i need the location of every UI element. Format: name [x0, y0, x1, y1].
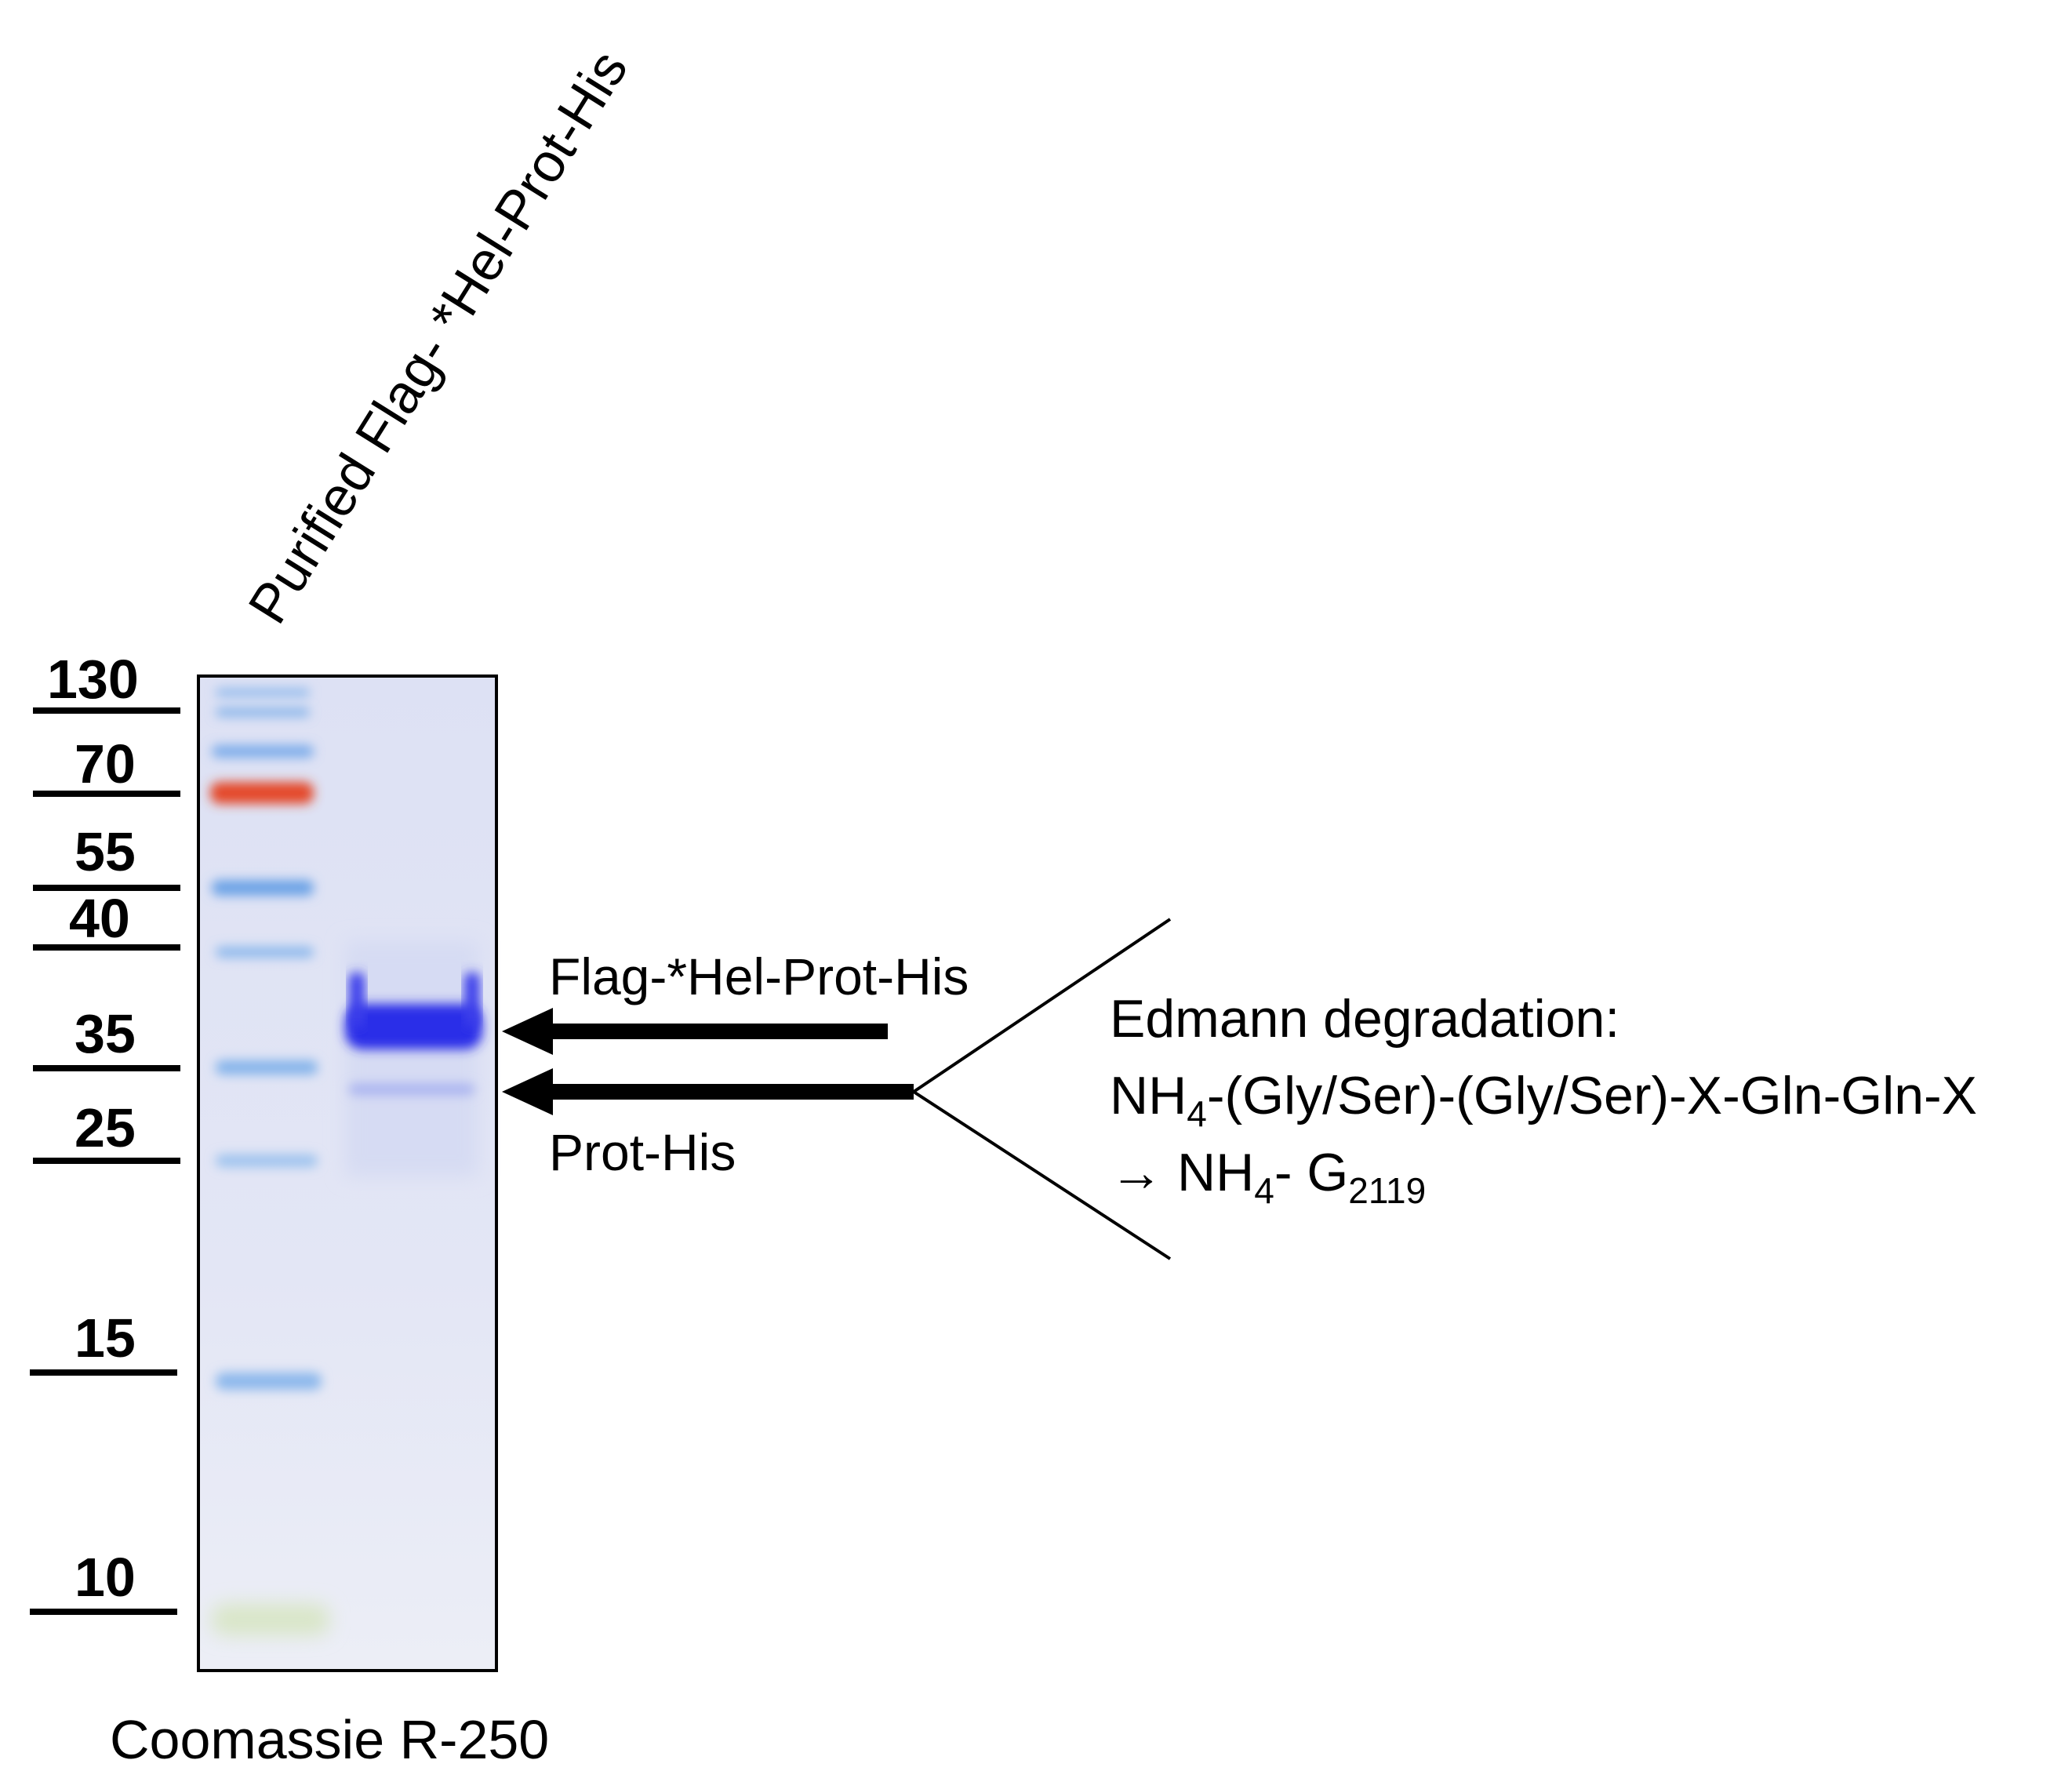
- ladder-band-15: [216, 1373, 322, 1390]
- lower-band-label: Prot-His: [549, 1123, 736, 1181]
- marker-label: 70: [75, 733, 136, 795]
- ladder-lane: [210, 689, 329, 1635]
- edman-arrow: →: [1110, 1143, 1163, 1202]
- sample-band-lower: [349, 1084, 474, 1095]
- sample-band-main: [345, 1004, 482, 1049]
- edman-seq-prefix: NH: [1110, 1066, 1187, 1125]
- sample-lane-smear: [345, 941, 478, 1176]
- marker-label: 15: [75, 1307, 136, 1369]
- stain-label: Coomassie R-250: [110, 1709, 549, 1770]
- edman-sequence: NH4-(Gly/Ser)-(Gly/Ser)-X-Gln-Gln-X: [1110, 1066, 1977, 1134]
- ladder-band-10: [212, 1604, 329, 1635]
- upper-arrow-head: [502, 1008, 553, 1055]
- ladder-band-35: [216, 1060, 318, 1074]
- edman-result: Edmann degradation: NH4-(Gly/Ser)-(Gly/S…: [1110, 989, 1977, 1211]
- edman-seq-subscript: 4: [1187, 1093, 1207, 1134]
- marker-label: 40: [69, 888, 130, 949]
- edman-title: Edmann degradation:: [1110, 989, 1619, 1049]
- bracket-lower-line: [912, 1090, 1172, 1260]
- sample-lane: [345, 941, 482, 1176]
- ladder-band-40: [216, 947, 314, 958]
- sample-band-main-edge-right: [464, 973, 480, 1027]
- ladder-band-55: [212, 880, 314, 896]
- edman-concl-subscript: 4: [1254, 1170, 1274, 1211]
- edman-seq-body: -(Gly/Ser)-(Gly/Ser)-X-Gln-Gln-X: [1207, 1066, 1977, 1125]
- edman-bracket: [912, 918, 1172, 1260]
- ladder-band-70-red: [210, 782, 314, 804]
- marker-label: 130: [47, 649, 139, 710]
- upper-band-label: Flag-*Hel-Prot-His: [549, 947, 969, 1005]
- band-arrows: [502, 1008, 914, 1115]
- edman-concl-body: - G: [1274, 1143, 1348, 1202]
- marker-label: 35: [75, 1003, 136, 1064]
- ladder-band-25: [216, 1154, 318, 1167]
- lane-header: Purified Flag- *Hel-Prot-His: [237, 40, 639, 634]
- lower-arrow-head: [502, 1068, 553, 1115]
- marker-label: 25: [75, 1097, 136, 1158]
- sample-band-main-edge: [349, 973, 365, 1027]
- bracket-upper-line: [912, 918, 1172, 1093]
- marker-label: 10: [75, 1547, 136, 1608]
- ladder-band-130: [216, 707, 310, 717]
- edman-conclusion: → NH4- G2119: [1110, 1143, 1426, 1211]
- ladder-band-100: [212, 745, 314, 758]
- ladder-band-top: [216, 689, 310, 696]
- edman-concl-subscript2: 2119: [1348, 1170, 1426, 1211]
- edman-concl-prefix: NH: [1177, 1143, 1254, 1202]
- gel-border: [197, 675, 498, 1672]
- marker-label: 55: [75, 821, 136, 882]
- marker-labels: 130 70 55 40 35 25 15 10: [30, 649, 180, 1615]
